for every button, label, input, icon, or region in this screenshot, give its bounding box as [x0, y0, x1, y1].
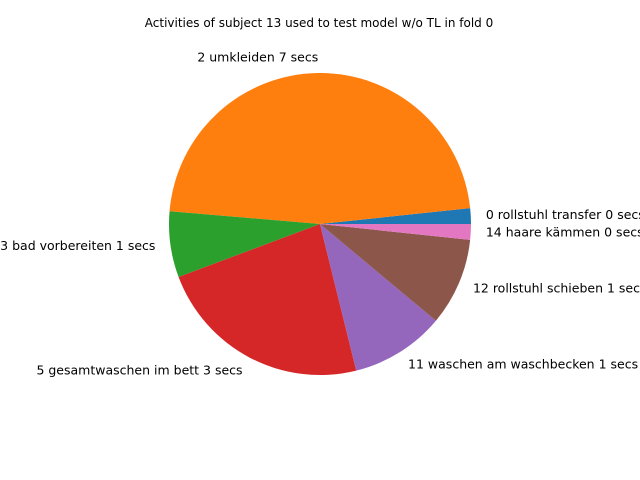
- pie-slices: [169, 73, 471, 375]
- pie-slice-0-rollstuhl-transfer-0-secs: [320, 208, 471, 224]
- slice-label-11-waschen-am-waschbecken-1-secs: 11 waschen am waschbecken 1 secs: [408, 356, 638, 371]
- pie-slice-3-bad-vorbereiten-1-secs: [169, 211, 320, 277]
- slice-labels: 0 rollstuhl transfer 0 secs 2 umkleiden 7…: [0, 49, 640, 377]
- slice-label-5-gesamtwaschen-im-bett-3-secs: 5 gesamtwaschen im bett 3 secs: [36, 362, 242, 377]
- slice-label-0-rollstuhl-transfer-0-secs: 0 rollstuhl transfer 0 secs: [486, 207, 640, 222]
- slice-label-2-umkleiden-7-secs: 2 umkleiden 7 secs: [197, 49, 318, 64]
- pie-slice-12-rollstuhl-schieben-1-secs: [320, 224, 471, 321]
- pie-slice-11-waschen-am-waschbecken-1-secs: [320, 224, 436, 371]
- slice-label-12-rollstuhl-schieben-1-secs: 12 rollstuhl schieben 1 secs: [473, 280, 640, 295]
- slice-label-3-bad-vorbereiten-1-secs: 3 bad vorbereiten 1 secs: [0, 238, 155, 253]
- pie-slice-2-umkleiden-7-secs: [169, 73, 471, 225]
- pie-slice-5-gesamtwaschen-im-bett-3-secs: [178, 224, 357, 375]
- pie-slice-14-haare-ka-mmen-0-secs: [320, 224, 471, 240]
- slice-label-14-haare-ka-mmen-0-secs: 14 haare kämmen 0 secs: [486, 224, 640, 239]
- chart-title: Activities of subject 13 used to test mo…: [145, 16, 493, 30]
